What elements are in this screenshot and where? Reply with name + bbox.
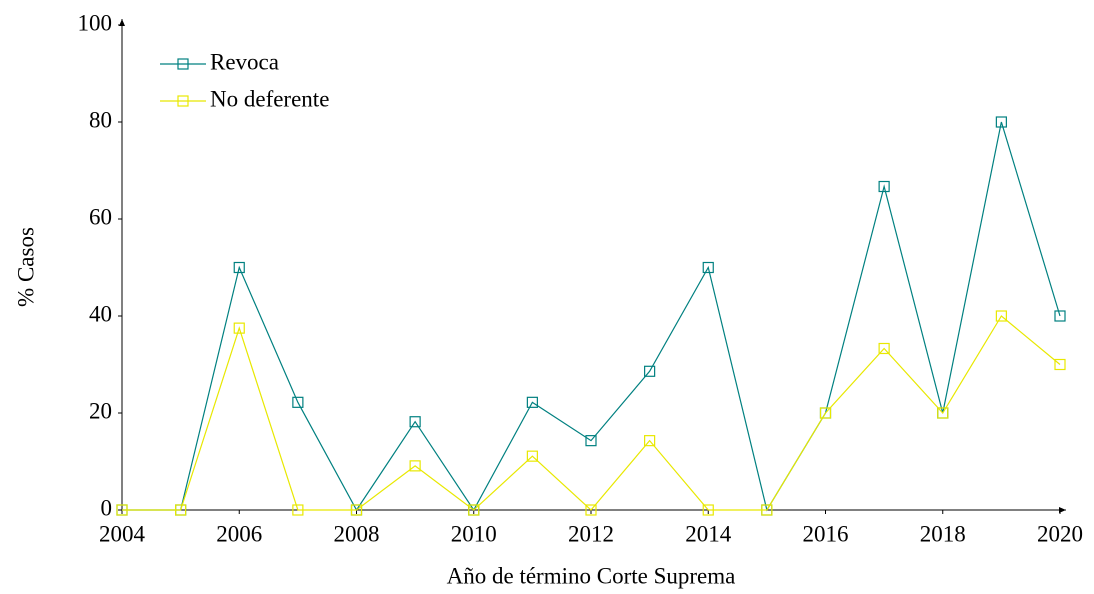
point-marker xyxy=(937,407,949,419)
point-marker xyxy=(468,504,480,516)
point-marker xyxy=(409,460,421,472)
point-marker xyxy=(761,504,773,516)
point-marker xyxy=(819,407,832,419)
point-marker xyxy=(350,504,363,516)
y-tick-label: 80 xyxy=(89,107,112,132)
y-tick-label: 60 xyxy=(89,204,112,229)
series-line xyxy=(122,315,1061,511)
point-marker xyxy=(1054,310,1066,322)
point-marker xyxy=(116,504,128,516)
point-marker xyxy=(292,396,304,408)
x-tick-label: 2018 xyxy=(920,521,966,546)
point-marker xyxy=(526,450,538,462)
y-tick-label: 20 xyxy=(89,398,112,423)
x-tick-label: 2020 xyxy=(1037,521,1083,546)
legend-marker xyxy=(177,95,189,107)
x-tick-label: 2016 xyxy=(803,521,849,546)
point-marker xyxy=(878,342,890,355)
point-marker xyxy=(585,435,597,447)
point-marker xyxy=(878,180,890,193)
series-line xyxy=(122,121,1061,512)
point-marker xyxy=(409,416,421,428)
x-tick-label: 2014 xyxy=(685,521,732,546)
point-marker xyxy=(644,435,656,447)
y-axis-label: % Casos xyxy=(13,227,38,307)
point-marker xyxy=(702,504,714,516)
x-tick-label: 2008 xyxy=(334,521,380,546)
point-marker xyxy=(995,310,1007,322)
point-marker xyxy=(702,261,714,274)
point-marker xyxy=(233,261,245,274)
y-tick-label: 0 xyxy=(101,495,113,520)
x-tick-label: 2006 xyxy=(216,521,262,546)
point-marker xyxy=(292,504,304,516)
legend-marker xyxy=(177,58,189,70)
point-marker xyxy=(233,322,245,334)
point-marker xyxy=(585,504,597,516)
point-marker xyxy=(1054,358,1066,371)
point-marker xyxy=(175,504,187,516)
point-marker xyxy=(995,116,1007,128)
y-tick-label: 100 xyxy=(78,10,113,35)
legend-label: No deferente xyxy=(210,86,329,111)
y-tick-label: 40 xyxy=(89,301,112,326)
point-marker xyxy=(644,365,656,377)
x-axis-label: Año de término Corte Suprema xyxy=(447,563,736,588)
legend-label: Revoca xyxy=(210,49,279,74)
x-tick-label: 2004 xyxy=(99,521,146,546)
x-tick-label: 2010 xyxy=(451,521,497,546)
point-marker xyxy=(526,396,538,408)
x-tick-label: 2012 xyxy=(568,521,614,546)
